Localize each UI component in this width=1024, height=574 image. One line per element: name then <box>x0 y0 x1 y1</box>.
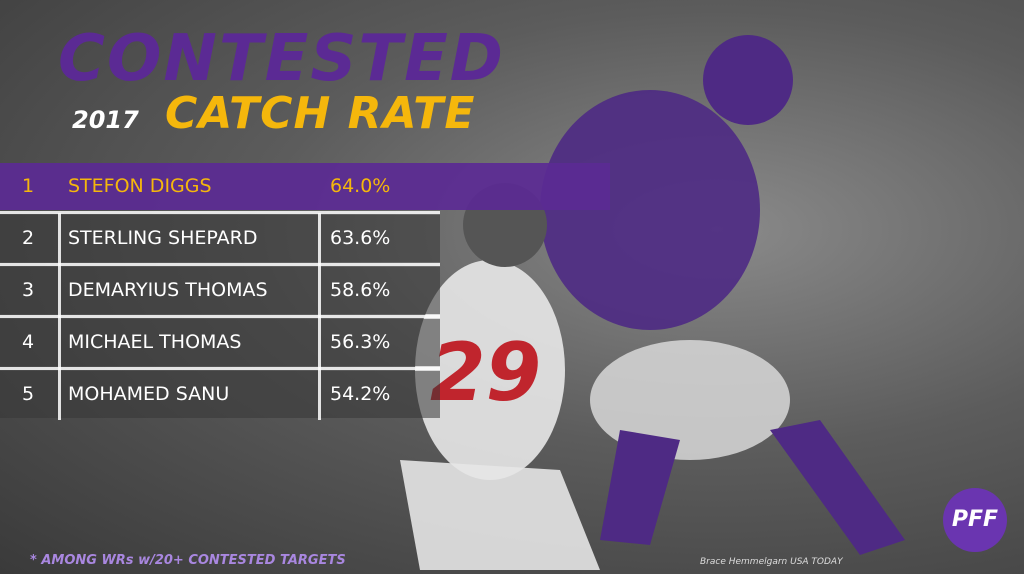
table-row: 2 STERLING SHEPARD 63.6% <box>0 215 440 262</box>
rank: 3 <box>22 279 35 301</box>
catch-rate: 56.3% <box>330 331 391 353</box>
table-row: 1 STEFON DIGGS 64.0% <box>0 163 610 210</box>
catch-rate: 63.6% <box>330 227 391 249</box>
year: 2017 <box>72 106 139 134</box>
catch-rate: 58.6% <box>330 279 391 301</box>
divider <box>0 315 440 318</box>
rank: 4 <box>22 331 35 353</box>
player-name: STEFON DIGGS <box>68 175 212 197</box>
logo: PFF <box>943 488 1007 552</box>
title: CONTESTED <box>58 22 505 96</box>
divider <box>0 211 440 214</box>
table-row: 4 MICHAEL THOMAS 56.3% <box>0 319 440 366</box>
divider <box>0 367 440 370</box>
player-name: MOHAMED SANU <box>68 383 230 405</box>
rank: 1 <box>22 175 35 197</box>
subtitle: CATCH RATE <box>165 88 476 139</box>
player-name: MICHAEL THOMAS <box>68 331 242 353</box>
svg-text:29: 29 <box>430 326 541 419</box>
rank: 2 <box>22 227 35 249</box>
photo-credit: Brace Hemmelgarn USA TODAY <box>700 557 843 567</box>
table-row: 3 DEMARYIUS THOMAS 58.6% <box>0 267 440 314</box>
player-name: DEMARYIUS THOMAS <box>68 279 268 301</box>
rank: 5 <box>22 383 35 405</box>
catch-rate: 64.0% <box>330 175 391 197</box>
footnote: * AMONG WRs w/20+ CONTESTED TARGETS <box>30 553 346 568</box>
table-row: 5 MOHAMED SANU 54.2% <box>0 371 440 418</box>
player-name: STERLING SHEPARD <box>68 227 258 249</box>
catch-rate: 54.2% <box>330 383 391 405</box>
divider <box>0 263 440 266</box>
